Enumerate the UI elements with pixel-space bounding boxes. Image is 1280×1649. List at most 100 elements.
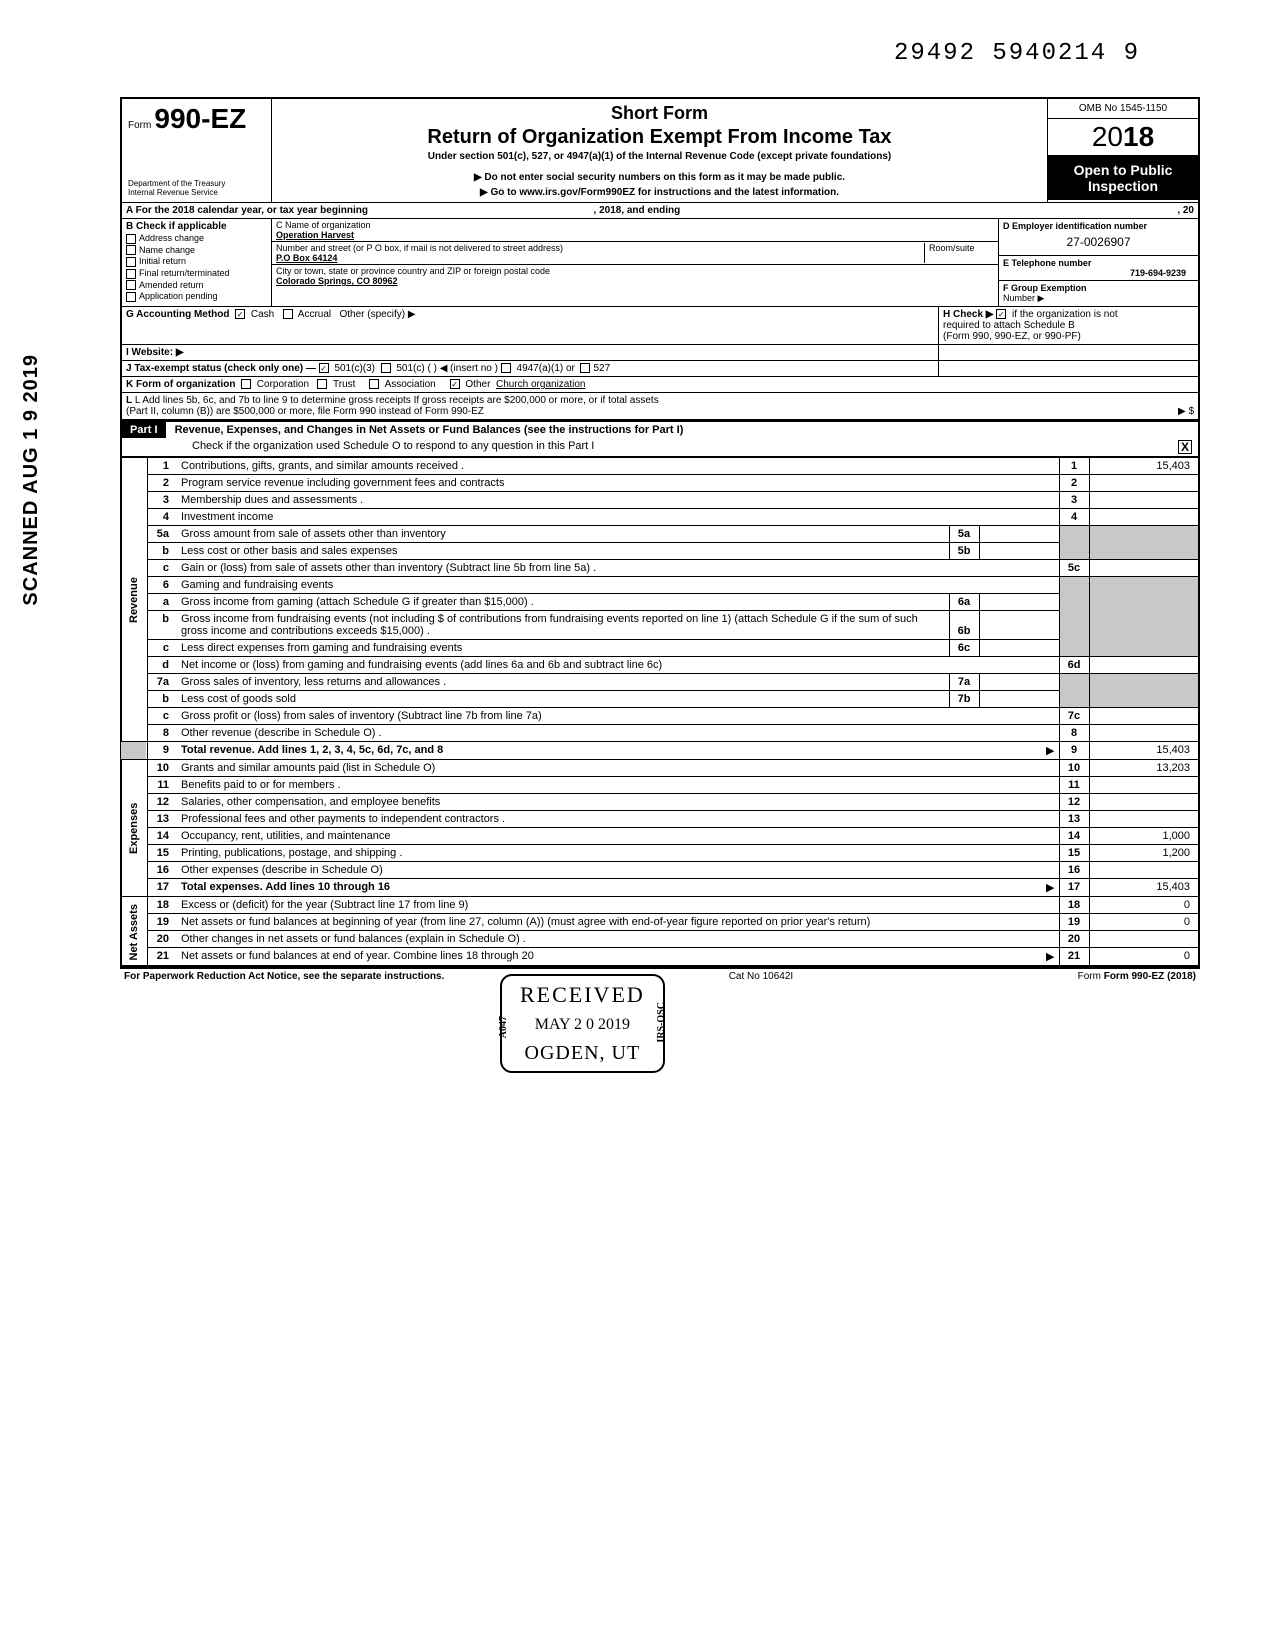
year-prefix: 20 bbox=[1092, 121, 1123, 152]
line-9-val: 15,403 bbox=[1089, 742, 1199, 760]
line-20-num: 20 bbox=[147, 931, 177, 948]
tax-exempt-label: J Tax-exempt status (check only one) — bbox=[126, 363, 316, 374]
line-2-box: 2 bbox=[1059, 475, 1089, 492]
line-1-box: 1 bbox=[1059, 458, 1089, 475]
line-6-desc: Gaming and fundraising events bbox=[181, 579, 333, 591]
lbl-association: Association bbox=[385, 379, 436, 390]
chk-527[interactable] bbox=[580, 363, 590, 373]
chk-cash[interactable] bbox=[235, 309, 245, 319]
part-1-header-row: Part I Revenue, Expenses, and Changes in… bbox=[120, 421, 1200, 457]
lbl-trust: Trust bbox=[333, 379, 355, 390]
line-16-box: 16 bbox=[1059, 862, 1089, 879]
line-7b-num: b bbox=[147, 691, 177, 708]
chk-501c3[interactable] bbox=[319, 363, 329, 373]
line-6a-num: a bbox=[147, 594, 177, 611]
line-1-num: 1 bbox=[147, 458, 177, 475]
line-5b-subbox: 5b bbox=[949, 543, 979, 560]
open-line1: Open to Public bbox=[1052, 162, 1194, 178]
line-5a-desc: Gross amount from sale of assets other t… bbox=[181, 528, 446, 540]
chk-corporation[interactable] bbox=[241, 379, 251, 389]
h-text-2: required to attach Schedule B bbox=[943, 320, 1075, 331]
chk-application-pending[interactable] bbox=[126, 292, 136, 302]
line-12-desc: Salaries, other compensation, and employ… bbox=[181, 796, 440, 808]
ein-value: 27-0026907 bbox=[1003, 231, 1194, 253]
lbl-accrual: Accrual bbox=[298, 309, 331, 320]
chk-trust[interactable] bbox=[317, 379, 327, 389]
stamp-date: MAY 2 0 2019 bbox=[520, 1016, 645, 1034]
col-c-org-info: C Name of organization Operation Harvest… bbox=[272, 219, 998, 306]
row-j: J Tax-exempt status (check only one) — 5… bbox=[120, 360, 1200, 376]
chk-amended-return[interactable] bbox=[126, 280, 136, 290]
line-18-box: 18 bbox=[1059, 897, 1089, 914]
line-7a-num: 7a bbox=[147, 674, 177, 691]
line-7a-desc: Gross sales of inventory, less returns a… bbox=[181, 676, 446, 688]
line-4-box: 4 bbox=[1059, 509, 1089, 526]
chk-other-org[interactable] bbox=[450, 379, 460, 389]
chk-final-return[interactable] bbox=[126, 269, 136, 279]
line-5c-box: 5c bbox=[1059, 560, 1089, 577]
line-5-shade-v bbox=[1089, 526, 1199, 560]
line-6d-num: d bbox=[147, 657, 177, 674]
line-6c-desc: Less direct expenses from gaming and fun… bbox=[181, 642, 462, 654]
form-prefix: Form bbox=[128, 120, 151, 131]
form-number: 990-EZ bbox=[154, 103, 246, 134]
line-5b-desc: Less cost or other basis and sales expen… bbox=[181, 545, 397, 557]
line-21-val: 0 bbox=[1089, 948, 1199, 967]
chk-schedule-b-not-required[interactable] bbox=[996, 309, 1006, 319]
line-6d-desc: Net income or (loss) from gaming and fun… bbox=[181, 659, 662, 671]
line-17-num: 17 bbox=[147, 879, 177, 897]
line-16-desc: Other expenses (describe in Schedule O) bbox=[181, 864, 383, 876]
line-19-num: 19 bbox=[147, 914, 177, 931]
lbl-insert-no: ) ◀ (insert no ) bbox=[434, 363, 498, 374]
form-subtitle-1: Under section 501(c), 527, or 4947(a)(1)… bbox=[280, 151, 1039, 162]
line-3-num: 3 bbox=[147, 492, 177, 509]
line-7b-subval bbox=[979, 691, 1059, 708]
h-check-label: H Check ▶ bbox=[943, 309, 993, 320]
org-city-value: Colorado Springs, CO 80962 bbox=[276, 276, 994, 286]
line-5a-subbox: 5a bbox=[949, 526, 979, 543]
line-6b-subbox: 6b bbox=[949, 611, 979, 640]
chk-4947[interactable] bbox=[501, 363, 511, 373]
line-8-num: 8 bbox=[147, 725, 177, 742]
lbl-other-method: Other (specify) ▶ bbox=[340, 309, 416, 320]
lines-table: Revenue 1 Contributions, gifts, grants, … bbox=[120, 457, 1200, 967]
line-9-num: 9 bbox=[147, 742, 177, 760]
identity-block: B Check if applicable Address change Nam… bbox=[120, 219, 1200, 306]
line-6b-desc: Gross income from fundraising events (no… bbox=[181, 613, 918, 637]
line-18-val: 0 bbox=[1089, 897, 1199, 914]
lbl-4947: 4947(a)(1) or bbox=[517, 363, 575, 374]
line-9-box: 9 bbox=[1059, 742, 1089, 760]
line-5c-desc: Gain or (loss) from sale of assets other… bbox=[181, 562, 596, 574]
rev-end-shade bbox=[121, 742, 147, 760]
received-stamp: A047 IRS-OSC RECEIVED MAY 2 0 2019 OGDEN… bbox=[500, 974, 665, 1073]
website-label: I Website: ▶ bbox=[126, 347, 184, 358]
line-14-box: 14 bbox=[1059, 828, 1089, 845]
line-10-val: 13,203 bbox=[1089, 760, 1199, 777]
chk-schedule-o-used[interactable]: X bbox=[1178, 440, 1192, 454]
chk-name-change[interactable] bbox=[126, 245, 136, 255]
chk-accrual[interactable] bbox=[283, 309, 293, 319]
row-g-h: G Accounting Method Cash Accrual Other (… bbox=[120, 306, 1200, 344]
line-4-num: 4 bbox=[147, 509, 177, 526]
line-17-val: 15,403 bbox=[1089, 879, 1199, 897]
line-7c-box: 7c bbox=[1059, 708, 1089, 725]
line-14-val: 1,000 bbox=[1089, 828, 1199, 845]
lbl-501c3: 501(c)(3) bbox=[334, 363, 375, 374]
room-suite-label: Room/suite bbox=[924, 243, 994, 263]
line-8-val bbox=[1089, 725, 1199, 742]
line-13-val bbox=[1089, 811, 1199, 828]
line-8-box: 8 bbox=[1059, 725, 1089, 742]
lbl-final-return: Final return/terminated bbox=[139, 268, 230, 278]
row-l-text-2: (Part II, column (B)) are $500,000 or mo… bbox=[126, 406, 484, 417]
chk-501c[interactable] bbox=[381, 363, 391, 373]
line-21-num: 21 bbox=[147, 948, 177, 967]
row-i: I Website: ▶ bbox=[120, 344, 1200, 360]
line-15-box: 15 bbox=[1059, 845, 1089, 862]
chk-initial-return[interactable] bbox=[126, 257, 136, 267]
line-10-desc: Grants and similar amounts paid (list in… bbox=[181, 762, 435, 774]
chk-address-change[interactable] bbox=[126, 234, 136, 244]
open-public-badge: Open to Public Inspection bbox=[1048, 156, 1198, 200]
line-6a-desc: Gross income from gaming (attach Schedul… bbox=[181, 596, 534, 608]
chk-association[interactable] bbox=[369, 379, 379, 389]
stamp-irs-osc: IRS-OSC bbox=[656, 1002, 667, 1043]
